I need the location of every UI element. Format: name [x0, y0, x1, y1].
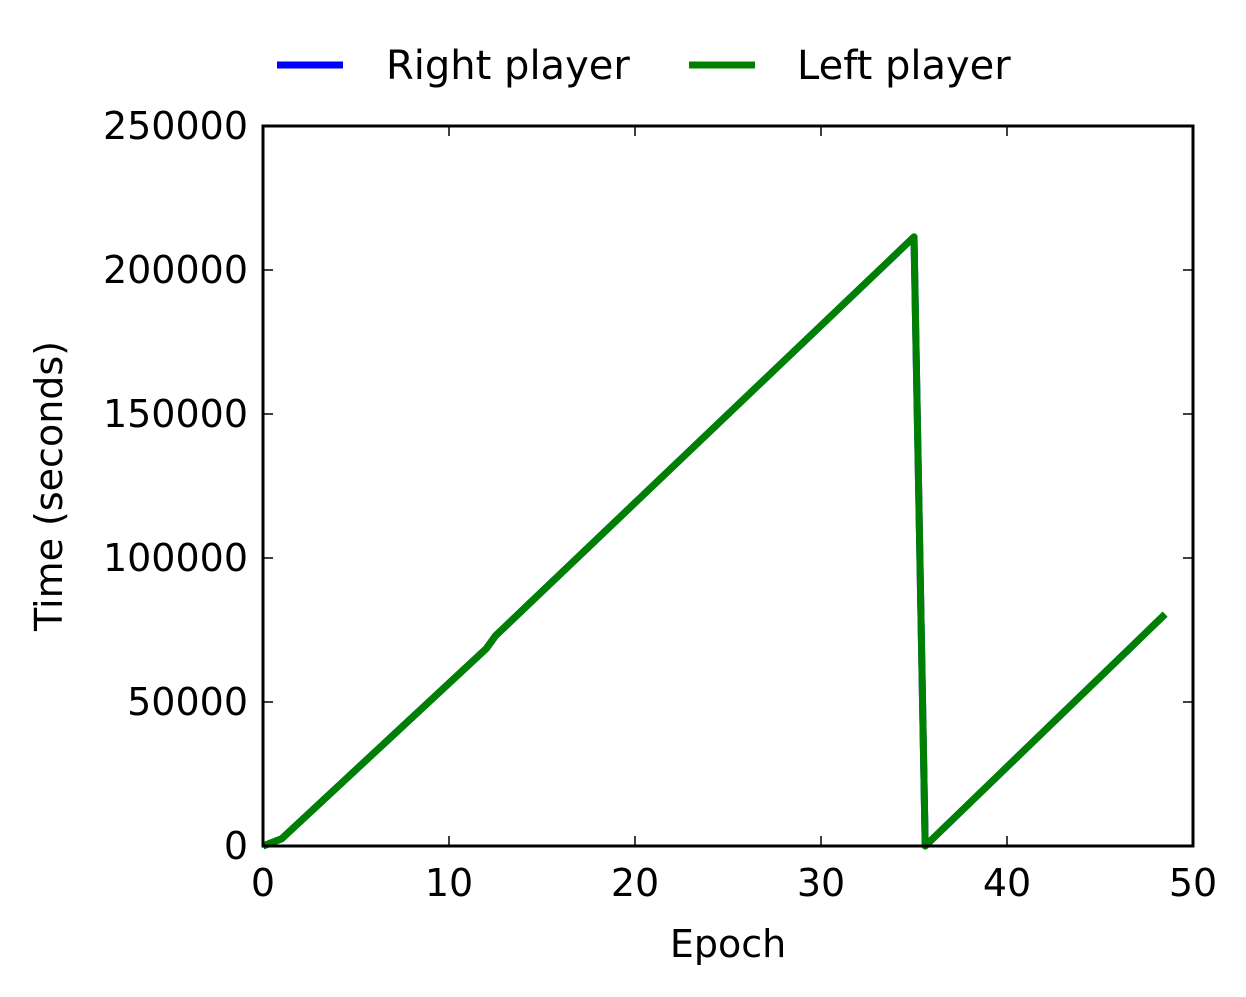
- legend-label-2: Left player: [797, 43, 1011, 89]
- legend-label-1: Right player: [386, 43, 630, 89]
- x-tick-label: 0: [251, 861, 275, 905]
- series-line-1: [261, 233, 1168, 850]
- series-layer: [261, 233, 1168, 850]
- x-tick-label: 20: [611, 861, 659, 905]
- axes-frame: [261, 124, 1195, 848]
- x-tick-label: 50: [1169, 861, 1217, 905]
- y-tick-label: 100000: [103, 536, 248, 580]
- x-tick-label: 10: [425, 861, 473, 905]
- series-line-2: [261, 233, 1168, 850]
- y-axis-title: Time (seconds): [27, 341, 71, 632]
- y-tick-label: 200000: [103, 248, 248, 292]
- y-tick-label: 50000: [127, 680, 248, 724]
- y-tick-label: 250000: [103, 104, 248, 148]
- ticks: 0 10 20 30 40 50 0 50000 100000 150000 200000 25000…: [103, 104, 1217, 905]
- legend: Right player Left player: [277, 43, 1011, 89]
- y-tick-label: 0: [224, 824, 248, 868]
- x-tick-label: 40: [983, 861, 1031, 905]
- x-tick-label: 30: [797, 861, 845, 905]
- x-axis-title: Epoch: [670, 922, 786, 966]
- y-tick-label: 150000: [103, 392, 248, 436]
- plot-area: 0 10 20 30 40 50 0 50000 100000 150000 200000 25000…: [103, 104, 1217, 905]
